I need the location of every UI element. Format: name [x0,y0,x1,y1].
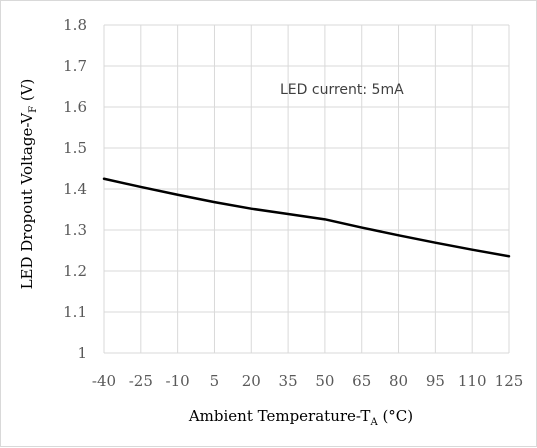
x-tick-label: 5 [210,372,220,390]
y-tick-label: 1.4 [63,180,87,198]
y-tick-label: 1.1 [63,303,87,321]
x-tick-label: -25 [129,372,153,390]
y-tick-label: 1.7 [63,57,87,75]
gridlines [104,25,509,353]
x-tick-label: 110 [458,372,487,390]
y-axis-title: LED Dropout Voltage-VF (V) [18,79,39,290]
x-tick-label: 80 [389,372,408,390]
y-tick-label: 1.3 [63,221,87,239]
x-tick-label: 125 [495,372,524,390]
series-layer [104,179,509,257]
x-tick-label: -40 [92,372,116,390]
series-line [104,179,509,256]
y-tick-label: 1.2 [63,262,87,280]
y-axis-ticks: 1 1.1 1.2 1.3 1.4 1.5 1.6 1.7 1.8 [63,16,87,362]
x-tick-label: 50 [315,372,334,390]
x-tick-label: -10 [166,372,190,390]
x-axis-title: Ambient Temperature-TA (°C) [188,407,413,428]
x-tick-label: 65 [352,372,371,390]
y-tick-label: 1 [77,344,87,362]
annotation-label: LED current: 5mA [280,82,404,98]
x-tick-label: 95 [426,372,445,390]
x-tick-label: 20 [242,372,261,390]
x-axis-ticks: -40 -25 -10 5 20 35 50 65 80 95 110 125 [92,372,523,390]
y-tick-label: 1.6 [63,98,87,116]
y-tick-label: 1.8 [63,16,87,34]
y-tick-label: 1.5 [63,139,87,157]
x-tick-label: 35 [279,372,298,390]
